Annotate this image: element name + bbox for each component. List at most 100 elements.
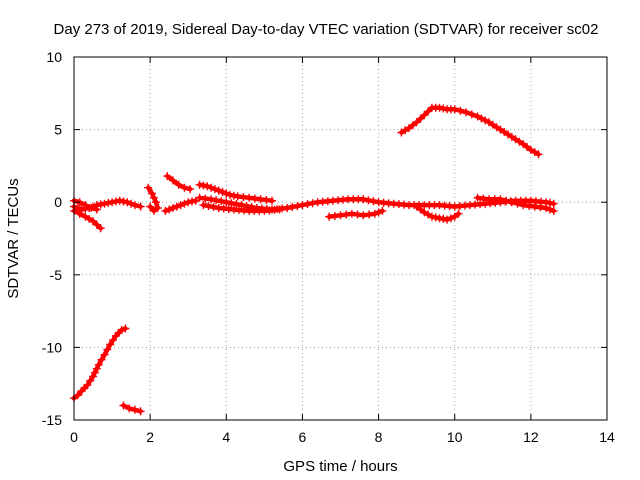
data-point-marker bbox=[549, 206, 558, 215]
x-tick-label: 12 bbox=[523, 429, 539, 445]
series-arc-8 bbox=[161, 196, 200, 215]
data-point-marker bbox=[232, 200, 241, 209]
series-arc-7 bbox=[163, 172, 195, 194]
data-point-marker bbox=[203, 182, 212, 191]
data-point-marker bbox=[454, 209, 463, 218]
x-tick-label: 6 bbox=[299, 429, 307, 445]
data-point-marker bbox=[298, 201, 307, 210]
data-point-marker bbox=[416, 114, 425, 123]
grid-layer bbox=[74, 57, 607, 420]
y-tick-label: 5 bbox=[54, 122, 62, 138]
data-point-marker bbox=[534, 150, 543, 159]
data-point-marker bbox=[226, 190, 235, 199]
data-point-marker bbox=[549, 199, 558, 208]
data-point-marker bbox=[199, 201, 208, 210]
data-point-marker bbox=[450, 105, 459, 114]
series-arc-5 bbox=[119, 401, 145, 416]
data-point-marker bbox=[149, 206, 158, 215]
data-point-marker bbox=[443, 215, 452, 224]
data-point-marker bbox=[92, 220, 101, 229]
data-point-marker bbox=[125, 404, 134, 413]
series-arc-15 bbox=[397, 103, 543, 159]
data-point-marker bbox=[123, 198, 132, 207]
data-point-marker bbox=[89, 217, 97, 226]
data-point-marker bbox=[207, 195, 216, 204]
data-point-marker bbox=[374, 208, 383, 217]
data-point-marker bbox=[370, 209, 379, 218]
data-point-marker bbox=[237, 201, 246, 210]
data-point-marker bbox=[525, 201, 533, 210]
data-point-marker bbox=[359, 195, 368, 204]
data-point-marker bbox=[90, 368, 99, 377]
data-point-marker bbox=[467, 110, 476, 119]
data-point-marker bbox=[303, 200, 312, 209]
data-point-marker bbox=[83, 381, 92, 390]
data-point-marker bbox=[424, 107, 433, 116]
y-tick-label: 0 bbox=[54, 194, 62, 210]
plot-frame bbox=[73, 56, 608, 421]
data-point-marker bbox=[174, 180, 183, 189]
data-point-marker bbox=[165, 205, 174, 214]
series-arc-6 bbox=[144, 183, 162, 215]
data-point-marker bbox=[293, 202, 302, 211]
series-arc-14 bbox=[473, 193, 558, 215]
x-tick-label: 0 bbox=[70, 429, 78, 445]
data-point-marker bbox=[210, 185, 219, 194]
data-point-marker bbox=[288, 203, 297, 211]
series-arc-4 bbox=[70, 324, 130, 403]
data-point-marker bbox=[364, 196, 373, 205]
x-tick-label: 10 bbox=[447, 429, 463, 445]
data-point-marker bbox=[186, 185, 195, 194]
data-point-marker bbox=[96, 224, 105, 233]
series-arc-9 bbox=[195, 180, 276, 205]
data-point-marker bbox=[87, 204, 96, 212]
x-tick-label: 2 bbox=[146, 429, 154, 445]
data-point-marker bbox=[245, 193, 254, 202]
data-point-marker bbox=[149, 193, 158, 202]
data-point-marker bbox=[94, 360, 103, 369]
series-arc-12 bbox=[325, 206, 387, 221]
y-tick-label: -5 bbox=[50, 267, 63, 283]
data-point-marker bbox=[308, 199, 317, 208]
data-point-marker bbox=[73, 391, 82, 400]
data-point-marker bbox=[473, 193, 482, 202]
data-point-marker bbox=[195, 193, 204, 202]
data-point-marker bbox=[204, 202, 213, 211]
data-point-marker bbox=[161, 206, 170, 215]
data-point-marker bbox=[212, 196, 221, 205]
data-point-marker bbox=[115, 196, 124, 205]
x-tick-label: 4 bbox=[222, 429, 230, 445]
data-point-marker bbox=[148, 189, 156, 198]
data-point-marker bbox=[446, 214, 455, 223]
data-point-marker bbox=[146, 202, 155, 211]
y-tick-label: -15 bbox=[42, 412, 62, 428]
data-point-marker bbox=[92, 364, 101, 373]
data-point-marker bbox=[545, 205, 554, 214]
series-layer bbox=[70, 103, 558, 416]
data-point-marker bbox=[172, 202, 181, 211]
data-point-marker bbox=[412, 118, 421, 127]
data-point-marker bbox=[456, 106, 465, 115]
data-point-marker bbox=[431, 213, 440, 222]
x-axis-label: GPS time / hours bbox=[283, 458, 397, 475]
data-point-marker bbox=[222, 189, 231, 198]
y-tick-label: 10 bbox=[46, 49, 62, 65]
data-point-marker bbox=[209, 203, 218, 211]
data-point-marker bbox=[111, 197, 120, 206]
series-arc-2 bbox=[70, 196, 145, 214]
data-point-marker bbox=[268, 196, 276, 205]
series-arc-11 bbox=[199, 201, 284, 215]
data-point-marker bbox=[103, 345, 112, 354]
data-point-marker bbox=[359, 211, 368, 220]
data-point-marker bbox=[117, 326, 126, 334]
data-point-marker bbox=[496, 195, 505, 204]
data-point-marker bbox=[233, 192, 242, 201]
data-point-marker bbox=[127, 199, 136, 208]
data-point-marker bbox=[439, 214, 448, 223]
data-point-marker bbox=[477, 114, 486, 123]
data-point-marker bbox=[106, 340, 115, 349]
data-point-marker bbox=[217, 197, 226, 206]
data-point-marker bbox=[180, 199, 189, 208]
data-point-marker bbox=[207, 183, 216, 192]
data-point-marker bbox=[86, 376, 95, 385]
